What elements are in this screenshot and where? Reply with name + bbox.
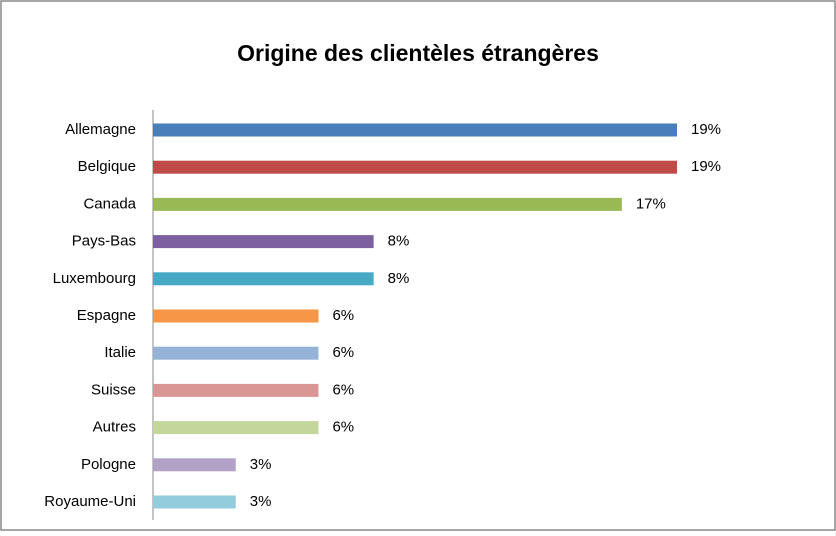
value-label: 3%: [250, 493, 272, 510]
bar: [153, 309, 319, 323]
value-label: 6%: [332, 344, 354, 361]
y-tick-label: Allemagne: [65, 121, 136, 138]
value-label: 8%: [388, 233, 410, 250]
value-label: 17%: [636, 195, 666, 212]
y-tick-label: Luxembourg: [53, 270, 136, 287]
chart-title: Origine des clientèles étrangères: [237, 40, 599, 66]
y-tick-label: Pays-Bas: [72, 233, 136, 250]
bar: [153, 458, 236, 472]
bar: [153, 123, 677, 137]
bar: [153, 197, 622, 211]
bar: [153, 495, 236, 509]
y-tick-label: Suisse: [91, 381, 136, 398]
bar: [153, 383, 319, 397]
bar: [153, 421, 319, 435]
bar: [153, 346, 319, 360]
value-label: 6%: [332, 381, 354, 398]
y-tick-label: Espagne: [77, 307, 136, 324]
value-label: 19%: [691, 121, 721, 138]
y-tick-label: Belgique: [78, 158, 136, 175]
value-label: 6%: [332, 419, 354, 436]
bar: [153, 272, 374, 286]
bar: [153, 235, 374, 249]
value-label: 8%: [388, 270, 410, 287]
y-tick-label: Italie: [104, 344, 136, 361]
value-label: 6%: [332, 307, 354, 324]
y-tick-label: Autres: [93, 419, 136, 436]
y-tick-label: Canada: [83, 195, 136, 212]
value-label: 3%: [250, 456, 272, 473]
y-tick-label: Pologne: [81, 456, 136, 473]
bar: [153, 160, 677, 174]
y-tick-label: Royaume-Uni: [44, 493, 136, 510]
value-label: 19%: [691, 158, 721, 175]
